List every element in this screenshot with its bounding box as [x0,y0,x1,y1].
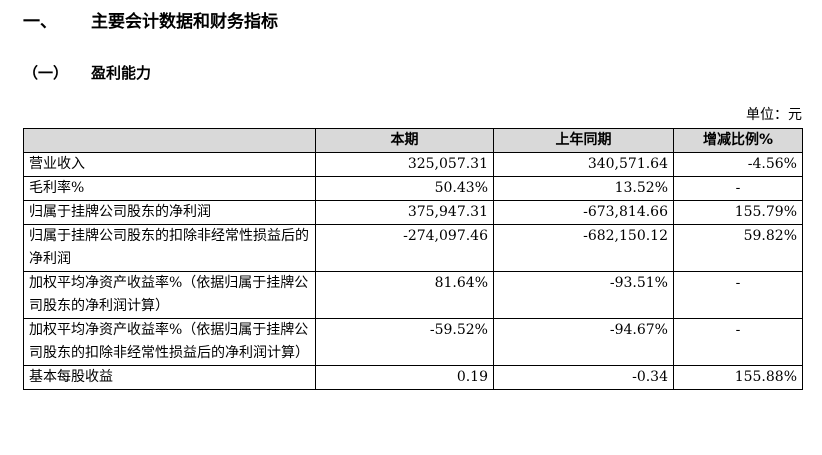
header-row: 本期 上年同期 增减比例% [23,128,803,153]
row-label: 毛利率% [23,176,316,201]
current-value: -59.52% [315,318,494,366]
current-value: 81.64% [315,271,494,319]
row-label: 营业收入 [23,152,316,177]
section-heading: 一、 主要会计数据和财务指标 [23,6,278,32]
table-row: 加权平均净资产收益率%（依据归属于挂牌公司股东的净利润计算） 81.64% -9… [23,271,803,319]
section-number: 一、 [23,11,57,32]
change-value: - [673,271,803,319]
row-label: 基本每股收益 [23,365,316,390]
previous-value: 340,571.64 [493,152,674,177]
table-row: 归属于挂牌公司股东的扣除非经常性损益后的净利润 -274,097.46 -682… [23,224,803,272]
change-value: - [673,318,803,366]
table-row: 加权平均净资产收益率%（依据归属于挂牌公司股东的扣除非经常性损益后的净利润计算）… [23,318,803,366]
change-value: 59.82% [673,224,803,272]
table-row: 基本每股收益 0.19 -0.34 155.88% [23,365,803,390]
previous-value: -93.51% [493,271,674,319]
row-label: 加权平均净资产收益率%（依据归属于挂牌公司股东的扣除非经常性损益后的净利润计算） [23,318,316,366]
row-label: 归属于挂牌公司股东的扣除非经常性损益后的净利润 [23,224,316,272]
change-value: 155.88% [673,365,803,390]
financial-indicators-table: 本期 上年同期 增减比例% 营业收入 325,057.31 340,571.64… [23,128,803,390]
previous-value: -682,150.12 [493,224,674,272]
section-title: 主要会计数据和财务指标 [91,11,278,32]
current-value: -274,097.46 [315,224,494,272]
change-value: -4.56% [673,152,803,177]
header-cell-current: 本期 [315,128,494,153]
table-body: 营业收入 325,057.31 340,571.64 -4.56% 毛利率% 5… [23,152,803,390]
current-value: 325,057.31 [315,152,494,177]
previous-value: -94.67% [493,318,674,366]
header-cell-previous: 上年同期 [493,128,674,153]
current-value: 375,947.31 [315,200,494,225]
row-label: 加权平均净资产收益率%（依据归属于挂牌公司股东的净利润计算） [23,271,316,319]
header-cell-change: 增减比例% [673,128,803,153]
row-label: 归属于挂牌公司股东的净利润 [23,200,316,225]
previous-value: 13.52% [493,176,674,201]
table-header: 本期 上年同期 增减比例% [23,128,803,153]
subsection-heading: （一） 盈利能力 [23,60,151,84]
table-row: 归属于挂牌公司股东的净利润 375,947.31 -673,814.66 155… [23,200,803,225]
unit-label: 单位：元 [746,107,802,123]
current-value: 50.43% [315,176,494,201]
current-value: 0.19 [315,365,494,390]
change-value: - [673,176,803,201]
table-row: 营业收入 325,057.31 340,571.64 -4.56% [23,152,803,177]
subsection-title: 盈利能力 [91,63,152,82]
table-row: 毛利率% 50.43% 13.52% - [23,176,803,201]
subsection-number: （一） [23,63,69,82]
previous-value: -0.34 [493,365,674,390]
previous-value: -673,814.66 [493,200,674,225]
change-value: 155.79% [673,200,803,225]
header-cell-item [23,128,316,153]
